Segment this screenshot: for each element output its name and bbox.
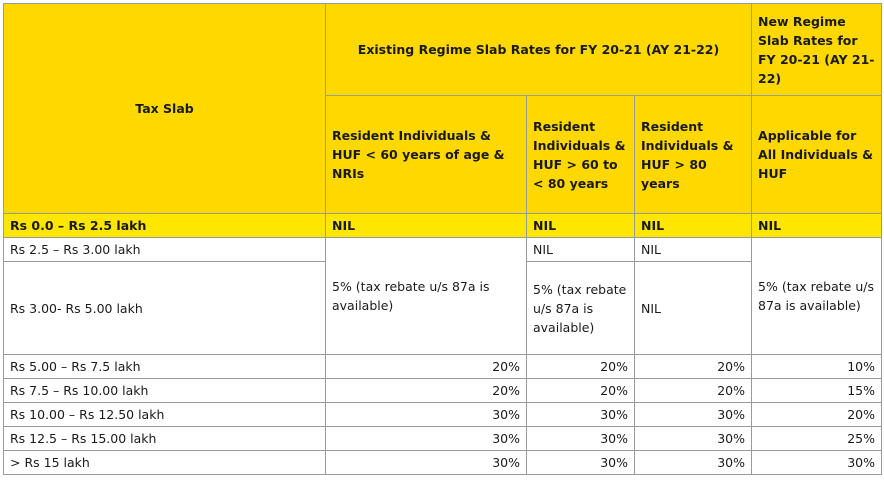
table-row: Rs 0.0 – Rs 2.5 lakh NIL NIL NIL NIL xyxy=(3,213,883,238)
slab-cell: > Rs 15 lakh xyxy=(3,450,326,475)
rate-cell: 15% xyxy=(751,378,883,403)
rate-cell: 30% xyxy=(526,426,635,451)
slab-cell: Rs 7.5 – Rs 10.00 lakh xyxy=(3,378,326,403)
col-header-resident-above-80: Resident Individuals & HUF > 80 years xyxy=(633,95,753,214)
rate-cell: NIL xyxy=(633,213,753,238)
slab-cell: Rs 0.0 – Rs 2.5 lakh xyxy=(3,213,326,238)
rate-cell: NIL xyxy=(751,213,883,238)
rate-cell: 20% xyxy=(325,354,527,379)
rate-cell: 20% xyxy=(751,402,883,427)
header-row-2: Resident Individuals & HUF < 60 years of… xyxy=(4,95,883,214)
slab-cell: Rs 3.00- Rs 5.00 lakh xyxy=(3,261,326,355)
rate-cell: 30% xyxy=(633,426,753,451)
rate-cell: 10% xyxy=(751,354,883,379)
table-row: > Rs 15 lakh 30% 30% 30% 30% xyxy=(3,450,883,475)
slab-cell: Rs 2.5 – Rs 3.00 lakh xyxy=(3,237,326,262)
slab-cell: Rs 12.5 – Rs 15.00 lakh xyxy=(3,426,326,451)
rate-cell: 20% xyxy=(526,354,635,379)
col-header-resident-60-80: Resident Individuals & HUF > 60 to < 80 … xyxy=(526,95,635,214)
rate-cell: 30% xyxy=(526,450,635,475)
rate-cell: 30% xyxy=(751,450,883,475)
rate-cell: 30% xyxy=(526,402,635,427)
table-row: Rs 2.5 – Rs 3.00 lakh 5% (tax rebate u/s… xyxy=(3,237,883,355)
tax-slab-header: Tax Slab xyxy=(3,3,326,214)
rate-cell: NIL xyxy=(526,237,635,262)
rate-cell: 30% xyxy=(633,450,753,475)
rate-cell: NIL xyxy=(633,261,753,355)
existing-regime-header: Existing Regime Slab Rates for FY 20-21 … xyxy=(324,3,753,96)
table-row: Rs 12.5 – Rs 15.00 lakh 30% 30% 30% 25% xyxy=(3,426,883,451)
rate-cell: 25% xyxy=(751,426,883,451)
table-row: Rs 5.00 – Rs 7.5 lakh 20% 20% 20% 10% xyxy=(3,354,883,379)
table-row: Rs 10.00 – Rs 12.50 lakh 30% 30% 30% 20% xyxy=(3,402,883,427)
rate-cell: NIL xyxy=(633,237,753,262)
slab-cell: Rs 5.00 – Rs 7.5 lakh xyxy=(3,354,326,379)
col-header-resident-below-60: Resident Individuals & HUF < 60 years of… xyxy=(325,95,527,214)
rate-cell: 20% xyxy=(526,378,635,403)
rate-cell: 30% xyxy=(325,450,527,475)
rate-cell: 20% xyxy=(325,378,527,403)
table-row: Rs 7.5 – Rs 10.00 lakh 20% 20% 20% 15% xyxy=(3,378,883,403)
col-header-new-all: Applicable for All Individuals & HUF xyxy=(751,95,883,214)
rate-cell: NIL xyxy=(526,213,635,238)
tax-slab-table: Tax Slab Existing Regime Slab Rates for … xyxy=(3,3,883,475)
rate-cell: 5% (tax rebate u/s 87a is available) xyxy=(751,237,883,355)
rate-cell: 20% xyxy=(633,378,753,403)
rate-cell: 30% xyxy=(325,426,527,451)
rate-cell: 20% xyxy=(633,354,753,379)
rate-cell: 30% xyxy=(633,402,753,427)
header-row-1: Tax Slab Existing Regime Slab Rates for … xyxy=(3,3,883,214)
rate-cell: 30% xyxy=(325,402,527,427)
new-regime-header: New Regime Slab Rates for FY 20-21 (AY 2… xyxy=(751,3,883,96)
rate-cell: 5% (tax rebate u/s 87a is available) xyxy=(325,237,527,355)
rate-cell: NIL xyxy=(325,213,527,238)
table-row: Rs 3.00- Rs 5.00 lakh 5% (tax rebate u/s… xyxy=(3,261,882,355)
slab-cell: Rs 10.00 – Rs 12.50 lakh xyxy=(3,402,326,427)
rate-cell: 5% (tax rebate u/s 87a is available) xyxy=(526,261,635,355)
